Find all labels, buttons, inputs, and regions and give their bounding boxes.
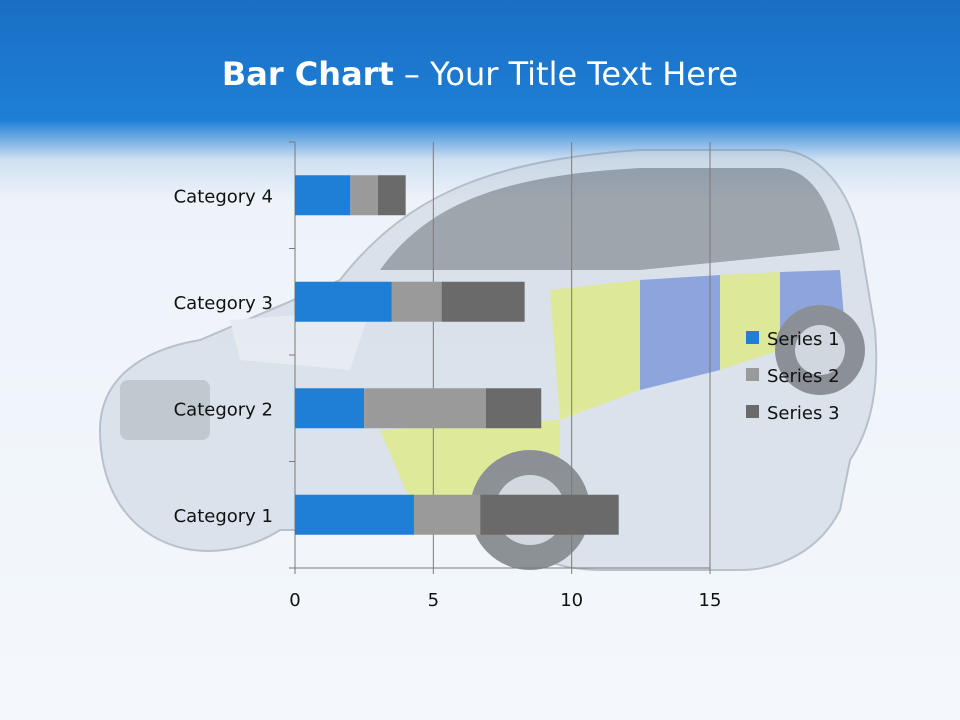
bar-category-3-series-3 [441,281,525,322]
legend-label-3: Series 3 [767,403,840,424]
bar-category-4-series-1 [295,175,351,216]
category-label-1: Category 1 [174,506,273,527]
legend-swatch-1 [746,331,759,344]
bar-category-3-series-1 [295,281,392,322]
legend-swatch-3 [746,405,759,418]
slide-title: Bar Chart – Your Title Text Here [0,52,960,96]
legend-label-2: Series 2 [767,366,840,387]
bar-category-1-series-3 [480,494,619,535]
title-rest: Your Title Text Here [430,55,739,93]
bar-category-4-series-3 [378,175,406,216]
title-bold: Bar Chart [221,55,394,93]
category-label-3: Category 3 [174,293,273,314]
x-tick-label-2: 10 [560,590,583,611]
bar-category-3-series-2 [391,281,442,322]
bar-category-1-series-2 [413,494,481,535]
bar-category-1-series-1 [295,494,414,535]
bar-category-2-series-2 [364,388,486,429]
bar-category-2-series-1 [295,388,365,429]
legend-swatch-2 [746,368,759,381]
bar-category-2-series-3 [485,388,542,429]
title-dash: – [393,55,431,93]
legend-label-1: Series 1 [767,329,840,350]
category-label-2: Category 2 [174,399,273,420]
x-tick-label-0: 0 [289,590,300,611]
x-tick-label-1: 5 [428,590,439,611]
x-tick-label-3: 15 [699,590,722,611]
category-label-4: Category 4 [174,186,273,207]
bar-category-4-series-2 [350,175,378,216]
